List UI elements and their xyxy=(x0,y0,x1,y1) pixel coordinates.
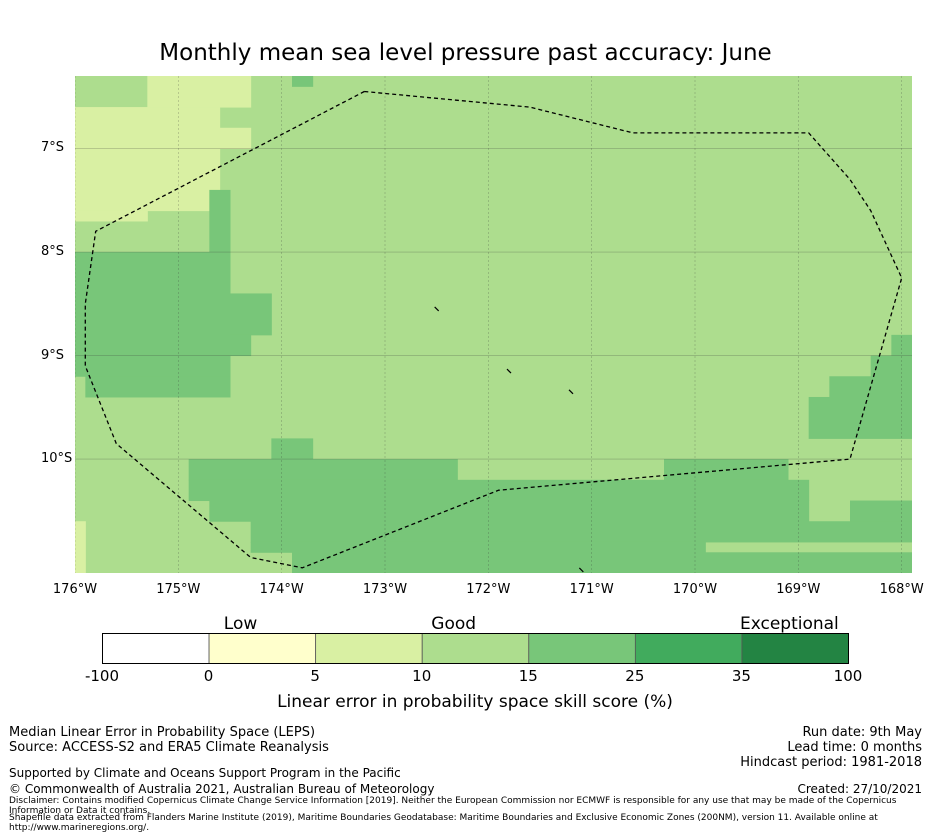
lon-tick-label-1: 175°W xyxy=(156,582,201,597)
skill-cell-16 xyxy=(250,541,706,553)
colorbar-bin-1 xyxy=(208,633,317,664)
island-2 xyxy=(568,389,574,395)
skill-cell-18 xyxy=(850,500,912,522)
skill-cell-7 xyxy=(230,293,272,336)
lon-tick-label-3: 173°W xyxy=(362,582,408,597)
skill-cell-8 xyxy=(230,334,252,357)
colorbar-bin-4 xyxy=(528,633,636,664)
colorbar-tick-0: -100 xyxy=(84,667,120,685)
colorbar-bin-3 xyxy=(421,633,530,664)
skill-cell-4 xyxy=(292,76,314,87)
method-text: Median Linear Error in Probability Space… xyxy=(9,725,316,740)
colorbar-title: Linear error in probability space skill … xyxy=(277,692,673,712)
colorbar-tick-6: 35 xyxy=(731,667,751,685)
lat-tick-label-3: 10°S xyxy=(41,451,73,467)
map-title: Monthly mean sea level pressure past acc… xyxy=(159,40,772,66)
eez-boundary xyxy=(84,90,903,569)
skill-cell-5 xyxy=(209,189,231,253)
skill-cell-21 xyxy=(870,355,912,377)
skill-cell-3 xyxy=(75,210,148,222)
skill-map xyxy=(75,76,912,573)
colorbar-tick-3: 10 xyxy=(412,667,432,685)
skill-cell-0 xyxy=(75,107,221,212)
lon-tick-label-0: 176°W xyxy=(52,582,98,597)
lat-tick-label-1: 8°S xyxy=(41,244,65,260)
skill-cell-9 xyxy=(85,376,231,398)
category-label-1: Good xyxy=(431,614,477,634)
island-0 xyxy=(434,306,440,312)
skill-cell-23 xyxy=(75,521,86,573)
skill-cell-6 xyxy=(75,252,231,377)
shapefile-credit: Shapefile data extracted from Flanders M… xyxy=(9,813,878,833)
support-text: Supported by Climate and Oceans Support … xyxy=(9,766,401,780)
hindcast-period: Hindcast period: 1981-2018 xyxy=(740,755,922,770)
disclaimer-text: Disclaimer: Contains modified Copernicus… xyxy=(9,796,897,816)
colorbar xyxy=(102,633,849,664)
created-date: Created: 27/10/2021 xyxy=(797,782,922,796)
skill-cell-15 xyxy=(250,521,912,543)
colorbar-bin-2 xyxy=(315,633,423,664)
lon-tick-label-2: 174°W xyxy=(259,582,304,597)
lead-time: Lead time: 0 months xyxy=(787,740,922,755)
colorbar-frame xyxy=(102,633,849,664)
category-label-2: Exceptional xyxy=(739,614,839,634)
skill-cell-2 xyxy=(147,76,252,108)
category-label-0: Low xyxy=(223,614,258,634)
lon-tick-label-7: 169°W xyxy=(776,582,821,597)
lon-tick-label-6: 170°W xyxy=(672,582,718,597)
skill-cell-19 xyxy=(808,396,912,439)
skill-cell-22 xyxy=(891,334,912,357)
skill-cell-10 xyxy=(271,438,314,460)
copyright-text: © Commonwealth of Australia 2021, Austra… xyxy=(9,782,435,796)
colorbar-bin-5 xyxy=(634,633,743,664)
lon-tick-label-8: 168°W xyxy=(879,582,924,597)
lon-tick-label-5: 171°W xyxy=(569,582,614,597)
colorbar-bin-6 xyxy=(741,633,849,664)
lon-tick-label-4: 172°W xyxy=(466,582,511,597)
colorbar-bin-0 xyxy=(102,633,210,664)
skill-cell-1 xyxy=(219,127,252,149)
source-text: Source: ACCESS-S2 and ERA5 Climate Reana… xyxy=(9,740,329,755)
colorbar-tick-7: 100 xyxy=(833,667,863,685)
run-date: Run date: 9th May xyxy=(802,725,922,740)
island-3 xyxy=(578,567,584,573)
lat-tick-label-0: 7°S xyxy=(41,140,65,156)
colorbar-tick-2: 5 xyxy=(310,667,320,685)
colorbar-tick-4: 15 xyxy=(518,667,538,685)
lat-tick-label-2: 9°S xyxy=(41,347,65,363)
skill-cell-17 xyxy=(292,552,912,573)
island-1 xyxy=(506,368,512,374)
colorbar-tick-1: 0 xyxy=(203,667,214,685)
skill-cell-14 xyxy=(209,500,810,522)
skill-cell-11 xyxy=(188,459,458,481)
colorbar-tick-5: 25 xyxy=(625,667,645,685)
